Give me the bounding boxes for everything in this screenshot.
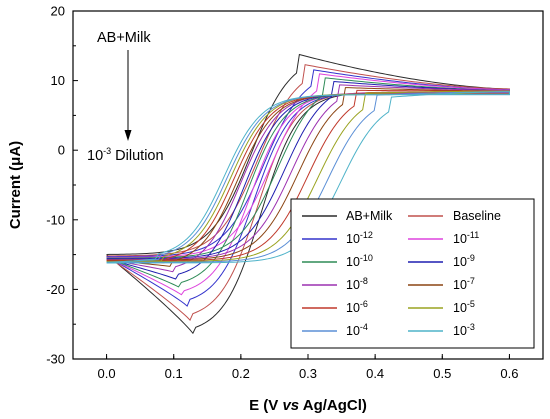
series-curves: [106, 53, 510, 335]
axis-ticks: 0.0 0.1 0.2 0.3 0.4 0.5 0.6 -30 -20 -10 0 10 20: [46, 4, 518, 382]
y-tick-label: 20: [51, 4, 65, 19]
x-tick-label: 0.0: [98, 366, 116, 381]
y-axis-title: Current (μA): [7, 141, 24, 229]
legend-label: 10-3: [453, 322, 475, 338]
legend-label: 10-6: [346, 299, 368, 315]
annotation-bottom-label: 10-3 Dilution: [87, 146, 164, 164]
x-tick-label: 0.2: [232, 366, 250, 381]
x-axis-title: E (V vs Ag/AgCl): [249, 397, 367, 414]
x-tick-label: 0.1: [165, 366, 183, 381]
series-line-12: [106, 91, 510, 264]
legend-label: 10-10: [346, 253, 373, 269]
legend-label: AB+Milk: [346, 209, 393, 223]
legend-label: 10-12: [346, 230, 373, 246]
legend: AB+Milk Baseline 10-12 10-11 10-10 10-9 10-8 10…: [290, 198, 535, 349]
legend-box: [290, 198, 535, 349]
annotation-top-label: AB+Milk: [97, 30, 151, 46]
y-tick-label: -10: [46, 212, 65, 227]
x-tick-label: 0.4: [366, 366, 384, 381]
legend-label: 10-8: [346, 276, 368, 292]
x-tick-label: 0.3: [299, 366, 317, 381]
legend-label: 10-9: [453, 253, 475, 269]
x-tick-label: 0.6: [500, 366, 518, 381]
legend-label: 10-4: [346, 322, 368, 338]
legend-label: 10-5: [453, 299, 475, 315]
legend-label: 10-7: [453, 276, 475, 292]
legend-label: 10-11: [453, 230, 479, 246]
y-tick-label: -30: [46, 352, 65, 367]
legend-label: Baseline: [453, 209, 501, 223]
annotation-arrow: [124, 50, 132, 141]
y-tick-label: 0: [58, 143, 65, 158]
y-tick-label: 10: [51, 73, 65, 88]
y-tick-label: -20: [46, 282, 65, 297]
x-tick-label: 0.5: [433, 366, 451, 381]
